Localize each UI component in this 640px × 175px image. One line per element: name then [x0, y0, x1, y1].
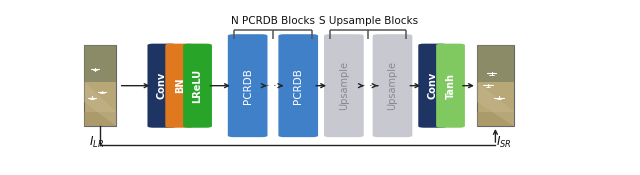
FancyBboxPatch shape: [84, 45, 116, 82]
Text: LReLU: LReLU: [193, 69, 202, 103]
FancyBboxPatch shape: [372, 34, 412, 137]
Text: N PCRDB Blocks: N PCRDB Blocks: [231, 16, 315, 26]
Text: · · ·: · · ·: [362, 81, 380, 91]
FancyBboxPatch shape: [147, 44, 176, 128]
Text: PCRDB: PCRDB: [293, 68, 303, 104]
Polygon shape: [84, 82, 116, 126]
FancyBboxPatch shape: [228, 34, 268, 137]
FancyBboxPatch shape: [477, 111, 514, 126]
Text: · · ·: · · ·: [266, 81, 284, 91]
FancyBboxPatch shape: [477, 45, 514, 82]
FancyBboxPatch shape: [183, 44, 212, 128]
Text: PCRDB: PCRDB: [243, 68, 253, 104]
Text: Tanh: Tanh: [445, 73, 456, 99]
FancyBboxPatch shape: [84, 111, 116, 126]
FancyBboxPatch shape: [278, 34, 318, 137]
FancyBboxPatch shape: [165, 44, 194, 128]
Text: Upsample: Upsample: [339, 61, 349, 110]
FancyBboxPatch shape: [324, 34, 364, 137]
Polygon shape: [477, 82, 514, 126]
Text: Upsample: Upsample: [387, 61, 397, 110]
Text: BN: BN: [175, 78, 185, 93]
Text: Conv: Conv: [157, 72, 167, 99]
Text: $I_{LR}$: $I_{LR}$: [89, 135, 104, 150]
FancyBboxPatch shape: [84, 45, 116, 126]
Text: S Upsample Blocks: S Upsample Blocks: [319, 16, 418, 26]
Text: $I_{SR}$: $I_{SR}$: [496, 135, 512, 150]
FancyBboxPatch shape: [477, 45, 514, 126]
FancyBboxPatch shape: [419, 44, 447, 128]
FancyBboxPatch shape: [436, 44, 465, 128]
Text: Conv: Conv: [428, 72, 438, 99]
